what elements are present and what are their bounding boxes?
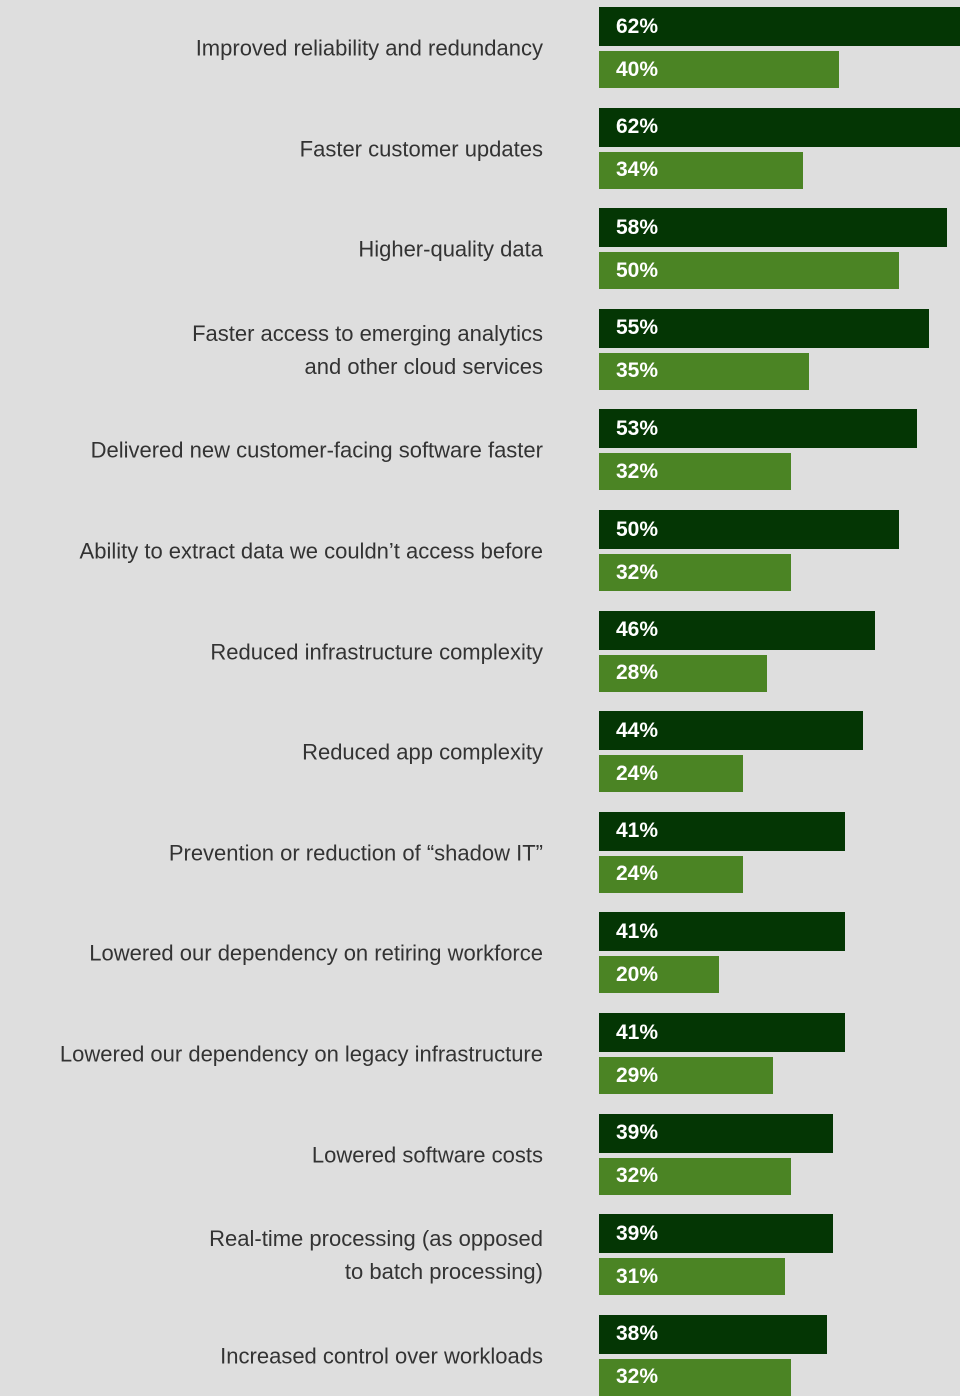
bar bbox=[599, 510, 899, 549]
bar bbox=[599, 1214, 833, 1254]
value-label: 62% bbox=[616, 115, 659, 139]
bar bbox=[599, 654, 767, 692]
category-label: Lowered our dependency on retiring workf… bbox=[89, 940, 543, 966]
bar bbox=[599, 1113, 833, 1153]
bar bbox=[599, 7, 960, 46]
category-label: Higher-quality data bbox=[358, 236, 543, 262]
value-label: 20% bbox=[616, 962, 659, 986]
value-label: 62% bbox=[616, 14, 659, 38]
category-label: Ability to extract data we couldn’t acce… bbox=[79, 538, 543, 564]
category-label: Lowered software costs bbox=[311, 1142, 543, 1168]
value-label: 41% bbox=[616, 1020, 659, 1044]
value-label: 34% bbox=[616, 158, 659, 182]
bar bbox=[599, 51, 839, 88]
value-label: 40% bbox=[616, 57, 659, 81]
bar bbox=[599, 453, 791, 491]
category-label: Faster customer updates bbox=[299, 136, 543, 162]
value-label: 55% bbox=[616, 316, 659, 340]
value-label: 24% bbox=[616, 862, 659, 886]
value-label: 32% bbox=[616, 560, 659, 584]
value-label: 53% bbox=[616, 416, 659, 440]
category-label: Real-time processing (as opposed to batc… bbox=[209, 1226, 543, 1285]
value-label: 29% bbox=[616, 1063, 659, 1087]
category-label: Lowered our dependency on legacy infrast… bbox=[59, 1041, 543, 1067]
bar bbox=[599, 554, 791, 591]
value-label: 32% bbox=[616, 459, 659, 483]
bar bbox=[599, 811, 845, 851]
value-label: 50% bbox=[616, 258, 659, 282]
bar bbox=[599, 912, 845, 952]
bar bbox=[599, 107, 960, 147]
value-label: 39% bbox=[616, 1221, 659, 1245]
bar bbox=[599, 1314, 827, 1354]
value-label: 35% bbox=[616, 359, 659, 383]
value-label: 38% bbox=[616, 1322, 659, 1346]
category-label: Increased control over workloads bbox=[220, 1343, 543, 1369]
bar bbox=[599, 711, 863, 751]
value-label: 46% bbox=[616, 618, 659, 642]
bar bbox=[599, 1157, 791, 1195]
value-label: 32% bbox=[616, 1164, 659, 1188]
bar bbox=[599, 755, 743, 793]
category-label: Improved reliability and redundancy bbox=[195, 35, 543, 61]
bar bbox=[599, 610, 875, 650]
category-label: Delivered new customer-facing software f… bbox=[90, 437, 543, 463]
value-label: 41% bbox=[616, 819, 659, 843]
value-label: 28% bbox=[616, 661, 659, 685]
bar bbox=[599, 855, 743, 893]
bar bbox=[599, 308, 929, 348]
bar bbox=[599, 1258, 785, 1296]
bar bbox=[599, 1358, 791, 1396]
value-label: 39% bbox=[616, 1121, 659, 1145]
bar bbox=[599, 1057, 773, 1094]
value-label: 41% bbox=[616, 919, 659, 943]
bar bbox=[599, 1013, 845, 1052]
bar bbox=[599, 208, 947, 248]
value-label: 24% bbox=[616, 761, 659, 785]
bar bbox=[599, 956, 719, 994]
bar bbox=[599, 151, 803, 189]
bar bbox=[599, 352, 809, 390]
category-label: Reduced app complexity bbox=[302, 739, 543, 765]
category-label: Prevention or reduction of “shadow IT” bbox=[168, 840, 543, 866]
category-label: Reduced infrastructure complexity bbox=[210, 639, 543, 665]
value-label: 44% bbox=[616, 718, 659, 742]
value-label: 31% bbox=[616, 1264, 659, 1288]
value-label: 58% bbox=[616, 215, 659, 239]
value-label: 32% bbox=[616, 1365, 659, 1389]
bar bbox=[599, 409, 917, 449]
category-label: Faster access to emerging analytics and … bbox=[192, 320, 543, 379]
bar bbox=[599, 252, 899, 290]
value-label: 50% bbox=[616, 517, 659, 541]
